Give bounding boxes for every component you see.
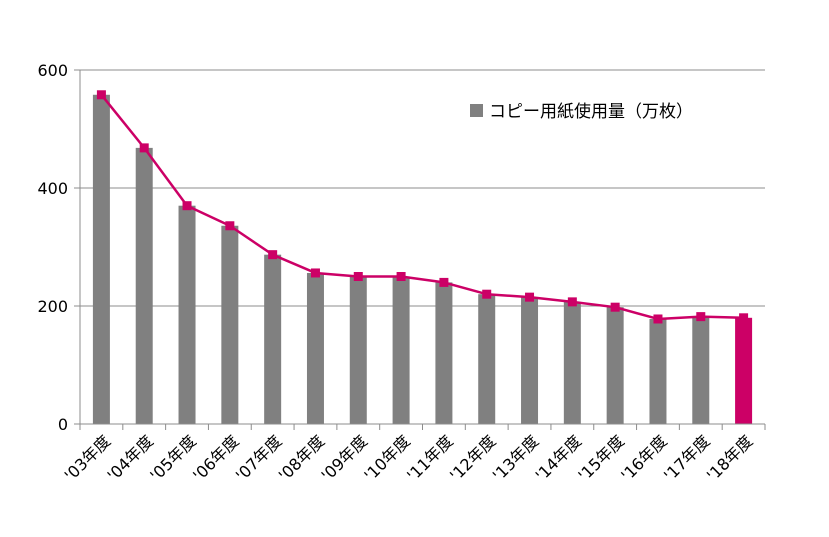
series-line <box>100 93 744 321</box>
line-marker <box>96 90 106 100</box>
bar <box>349 276 367 424</box>
x-tick-label: '07年度 <box>232 431 286 485</box>
line-marker <box>525 292 535 302</box>
x-axis-tick-labels: '03年度'04年度'05年度'06年度'07年度'08年度'09年度'10年度… <box>61 431 757 485</box>
y-axis-tick-labels: 0 200 400 600 <box>37 61 68 434</box>
y-tick-label: 200 <box>37 297 68 316</box>
bar <box>264 254 282 424</box>
bar <box>521 297 539 424</box>
x-tick-label: '17年度 <box>660 431 714 485</box>
bar <box>563 301 581 424</box>
x-tick-label: '18年度 <box>703 431 757 485</box>
line-marker <box>353 272 363 281</box>
line-marker <box>225 221 235 231</box>
x-tick-label: '16年度 <box>617 431 671 485</box>
bar <box>221 225 239 424</box>
bar <box>649 318 667 424</box>
line-marker <box>310 268 320 278</box>
x-tick-label: '11年度 <box>403 431 457 485</box>
bar <box>735 317 753 424</box>
y-tick-label: 0 <box>58 415 68 434</box>
line-marker <box>139 143 149 153</box>
x-tick-label: '14年度 <box>532 431 586 485</box>
x-tick-label: '12年度 <box>446 431 500 485</box>
x-tick-label: '06年度 <box>189 431 243 485</box>
bar <box>435 282 453 424</box>
bar <box>392 276 410 424</box>
legend-label: コピー用紙使用量（万枚） <box>489 101 693 122</box>
line-marker <box>610 302 620 312</box>
line-marker <box>182 201 192 211</box>
line-marker <box>482 289 492 299</box>
legend: コピー用紙使用量（万枚） <box>470 101 693 122</box>
line-marker <box>653 314 663 324</box>
trend-line <box>96 90 749 324</box>
x-tick-label: '04年度 <box>103 431 157 485</box>
bar <box>178 205 196 424</box>
line-marker <box>739 313 749 323</box>
x-tick-label: '13年度 <box>489 431 543 485</box>
x-tick-label: '03年度 <box>61 431 115 485</box>
line-marker <box>439 277 449 287</box>
x-tick-label: '09年度 <box>318 431 372 485</box>
line-marker <box>268 250 278 260</box>
legend-swatch <box>470 104 483 117</box>
x-tick-label: '08年度 <box>275 431 329 485</box>
bars <box>92 94 753 424</box>
line-marker <box>696 312 706 322</box>
x-tick-label: '05年度 <box>146 431 200 485</box>
axes <box>74 69 766 430</box>
bar <box>692 316 710 424</box>
y-tick-label: 400 <box>37 179 68 198</box>
bar <box>135 147 153 424</box>
line-marker <box>567 297 577 307</box>
bar <box>478 294 496 424</box>
bar <box>306 272 324 424</box>
line-marker <box>396 272 406 281</box>
x-tick-label: '10年度 <box>360 431 414 485</box>
bar <box>606 307 624 424</box>
bar <box>92 94 110 424</box>
x-tick-label: '15年度 <box>574 431 628 485</box>
y-tick-label: 600 <box>37 61 68 80</box>
